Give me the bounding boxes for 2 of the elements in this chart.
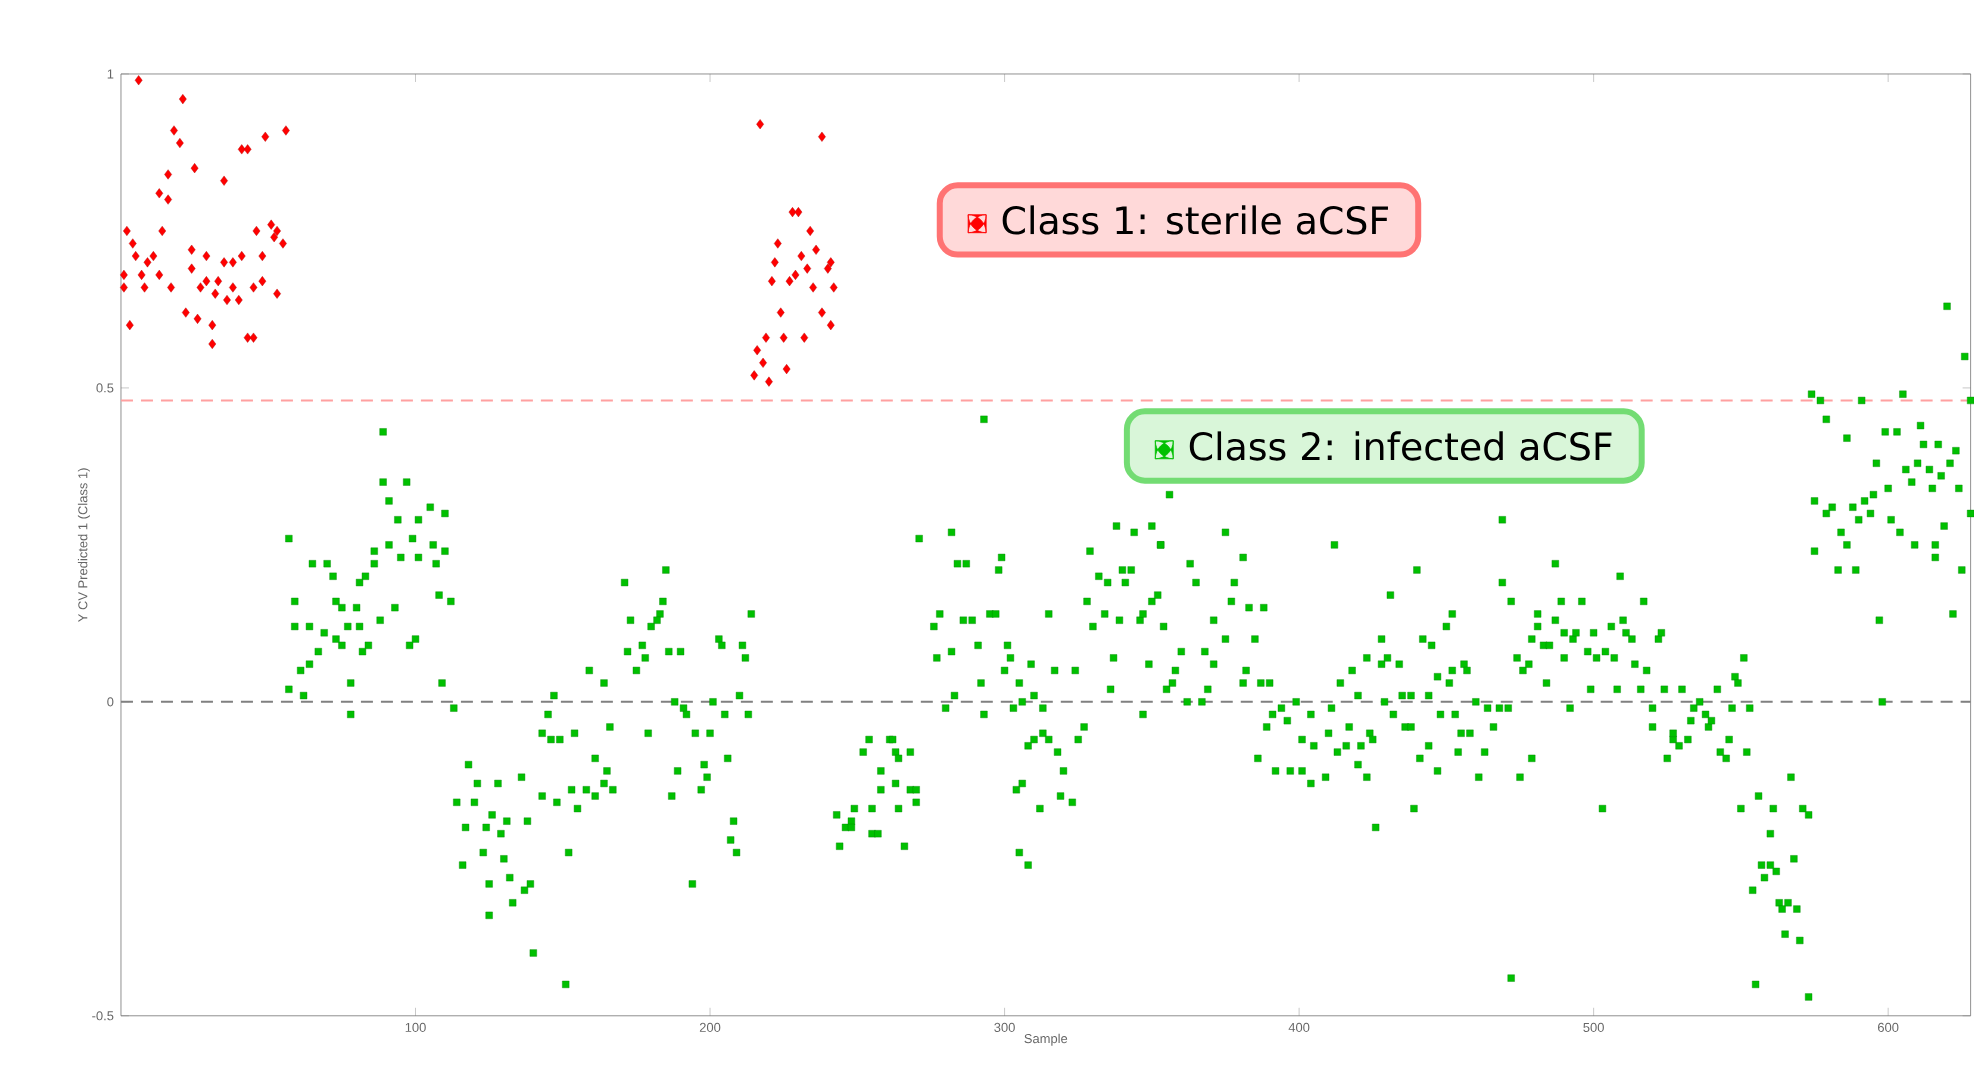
- legend-label: Class 1: sterile aCSF: [1002, 205, 1388, 235]
- legend-label: Class 2: infected aCSF: [1189, 431, 1612, 461]
